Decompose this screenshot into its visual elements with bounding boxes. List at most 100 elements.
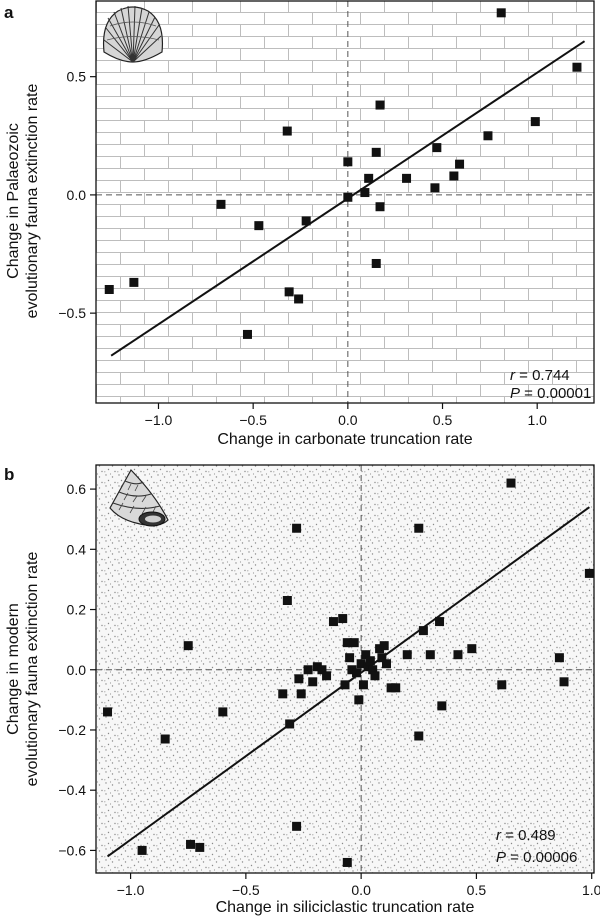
panel-b-point-0 (103, 707, 113, 717)
panel-b-p-stat: P = 0.00006 (496, 849, 577, 866)
panel-b-y-tick-label-6: 0.6 (67, 481, 87, 497)
panel-b-y-tick-label-1: −0.4 (58, 782, 86, 798)
panel-b-point-50 (467, 644, 477, 654)
panel-a-point-8 (301, 216, 311, 226)
panel-a-p-symbol: P (510, 385, 520, 402)
panel-b-point-11 (292, 821, 302, 831)
panel-b: −1.0 −0.5 0.0 0.5 1.0 −0.6 −0.4 −0.2 0.0 0.2 0.4 0.… (4, 464, 600, 916)
panel-a-background (96, 1, 594, 403)
panel-b-point-55 (584, 568, 594, 578)
panel-a-point-17 (402, 173, 412, 183)
panel-b-point-47 (435, 617, 445, 627)
panel-b-x-tick-label-3: 0.5 (467, 882, 487, 898)
panel-b-point-30 (358, 680, 368, 690)
panel-b-point-15 (308, 677, 318, 687)
panel-a-point-2 (216, 199, 226, 209)
panel-b-point-32 (363, 662, 373, 672)
panel-b-point-12 (294, 674, 304, 684)
panel-b-p-value: = 0.00006 (506, 849, 577, 866)
panel-b-point-35 (370, 671, 380, 681)
panel-b-point-3 (183, 641, 193, 651)
panel-b-point-48 (437, 701, 447, 711)
panel-a-r-value: = 0.744 (515, 367, 570, 384)
panel-b-point-53 (554, 653, 564, 663)
panel-b-point-9 (285, 719, 295, 729)
panel-b-point-26 (349, 638, 359, 648)
panel-a-p-stat: P = 0.00001 (510, 385, 591, 402)
panel-a-point-9 (343, 192, 353, 202)
panel-b-point-25 (347, 665, 357, 675)
panel-a-point-1 (129, 277, 139, 287)
panel-b-axis-ticks: −1.0 −0.5 0.0 0.5 1.0 −0.6 −0.4 −0.2 0.0 0.2 0.4 0.… (58, 481, 600, 898)
panel-b-point-42 (402, 650, 412, 660)
panel-a-points (104, 8, 582, 339)
panel-a-zero-lines (96, 1, 594, 403)
panel-b-point-6 (218, 707, 228, 717)
panel-a-point-25 (572, 62, 582, 72)
panel-a: −1.0 −0.5 0.0 0.5 1.0−0.50.00.5 a r = 0.744 … (4, 0, 595, 448)
panel-b-point-16 (312, 662, 322, 672)
panel-b-point-17 (317, 665, 327, 675)
panel-b-point-28 (354, 695, 364, 705)
panel-b-point-4 (186, 839, 196, 849)
panel-b-y-tick-label-5: 0.4 (67, 541, 87, 557)
panel-b-y-axis-label-line2: evolutionary fauna extinction rate (24, 551, 41, 786)
panel-a-point-18 (430, 183, 440, 193)
panel-a-point-24 (530, 117, 540, 127)
panel-b-point-36 (375, 644, 385, 654)
panel-a-point-16 (375, 100, 385, 110)
panel-b-x-tick-label-0: −1.0 (117, 882, 145, 898)
panel-a-x-tick-label-1: −0.5 (239, 412, 267, 428)
panel-b-point-14 (303, 665, 313, 675)
panel-b-point-13 (296, 689, 306, 699)
panel-b-r-value: = 0.489 (501, 827, 556, 844)
panel-a-point-10 (343, 157, 353, 167)
panel-b-point-54 (559, 677, 569, 687)
panel-b-point-41 (391, 683, 401, 693)
panel-b-x-axis-label: Change in siliciclastic truncation rate (216, 899, 475, 916)
panel-b-point-43 (414, 523, 424, 533)
panel-b-p-symbol: P (496, 849, 506, 866)
panel-b-point-33 (365, 656, 375, 666)
panel-b-point-52 (506, 478, 516, 488)
panel-b-x-tick-label-2: 0.0 (351, 882, 371, 898)
panel-a-point-12 (364, 173, 374, 183)
panel-b-point-8 (282, 595, 292, 605)
panel-b-point-22 (342, 638, 352, 648)
panel-a-r-symbol: r (510, 367, 516, 384)
panel-a-point-0 (104, 284, 114, 294)
panel-a-point-21 (455, 159, 465, 169)
panel-a-y-axis-label-line1: Change in Palaeozoic (5, 123, 22, 279)
panel-a-x-tick-label-0: −1.0 (145, 412, 173, 428)
panel-a-point-6 (284, 287, 294, 297)
panel-a-y-tick-label-2: 0.5 (67, 69, 87, 85)
panel-b-point-5 (195, 842, 205, 852)
panel-b-point-31 (361, 650, 371, 660)
panel-a-axis-ticks: −1.0 −0.5 0.0 0.5 1.0 −0.5 0.0 0.5 (58, 69, 547, 428)
panel-b-x-tick-label-1: −0.5 (232, 882, 260, 898)
panel-b-r-stat: r = 0.489 (496, 827, 556, 844)
panel-a-x-tick-label-4: 1.0 (527, 412, 547, 428)
panel-b-label: b (4, 465, 14, 484)
panel-b-point-1 (137, 845, 147, 855)
panel-b-y-tick-label-2: −0.2 (58, 722, 86, 738)
panel-b-point-29 (356, 659, 366, 669)
panel-b-y-tick-label-3: 0.0 (67, 662, 87, 678)
panel-b-point-7 (278, 689, 288, 699)
panel-a-x-axis-label: Change in carbonate truncation rate (217, 431, 472, 448)
panel-a-p-value: = 0.00001 (520, 385, 591, 402)
panel-a-point-5 (282, 126, 292, 136)
panel-b-point-51 (497, 680, 507, 690)
panel-b-point-40 (386, 683, 396, 693)
panel-b-point-19 (328, 617, 338, 627)
panel-a-point-15 (375, 202, 385, 212)
panel-b-point-23 (342, 857, 352, 867)
panel-a-frame (95, 0, 595, 404)
panel-b-point-24 (345, 653, 355, 663)
panel-b-point-46 (425, 650, 435, 660)
panel-a-point-20 (449, 171, 459, 181)
panel-b-x-tick-label-4: 1.0 (582, 882, 600, 898)
panel-a-point-23 (496, 8, 506, 18)
panel-a-point-13 (371, 258, 381, 268)
